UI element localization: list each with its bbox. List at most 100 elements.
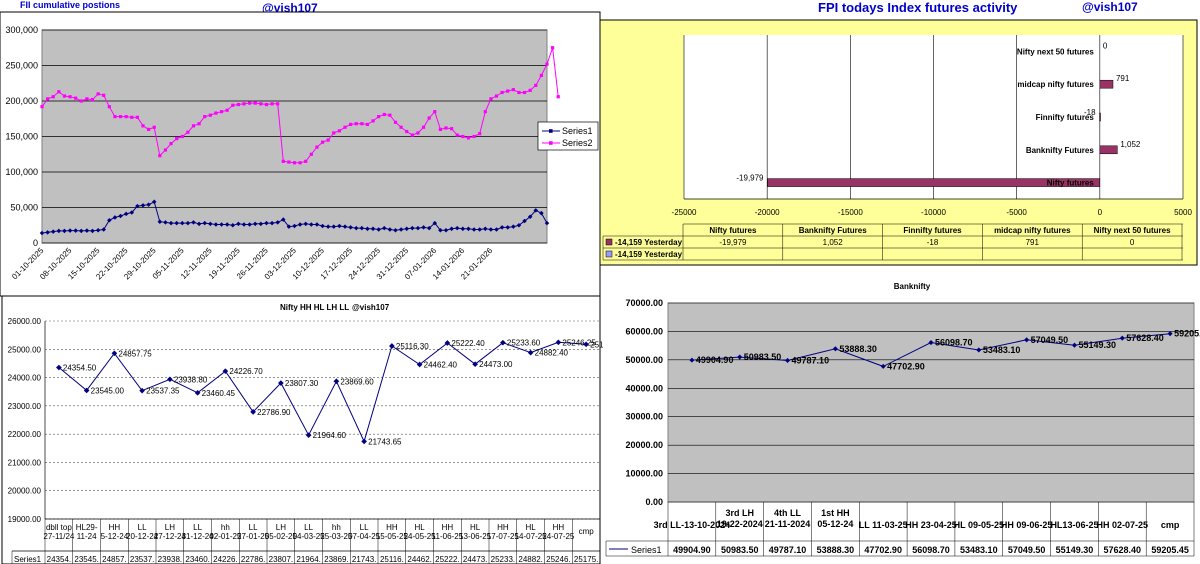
nifty-x-label-line: HL29- xyxy=(76,523,98,532)
fii-point xyxy=(545,62,549,66)
fii-point xyxy=(123,211,129,217)
nifty-x-label-line: 5-12-24 xyxy=(101,532,129,541)
bank-point-label: 49904.90 xyxy=(696,355,734,365)
fii-point xyxy=(231,103,235,107)
bank-x-label: 1st HH 05-12-24 xyxy=(817,508,853,529)
nifty-point-label: 24226.70 xyxy=(229,367,263,376)
nifty-point-label: 25233.60 xyxy=(507,339,541,348)
fii-point xyxy=(489,97,493,101)
nifty-x-label-line: 31-12-24 xyxy=(182,532,215,541)
bank-table-cell: 53888.30 xyxy=(817,545,855,555)
fii-point xyxy=(421,125,426,129)
fii-point xyxy=(320,140,325,144)
fii-point xyxy=(450,127,454,131)
fii-y-tick: 200,000 xyxy=(5,96,38,106)
fpi-table-cell: 791 xyxy=(1026,238,1040,247)
bank-table-cell: 56098.70 xyxy=(912,545,950,555)
bank-x-label-line: LL 11-03-25 xyxy=(859,520,908,530)
nifty-x-label: HH 11-06-25 xyxy=(432,523,464,541)
fii-point xyxy=(376,227,381,232)
fii-y-tick: 50,000 xyxy=(10,203,38,213)
fii-point xyxy=(135,115,139,119)
fpi-category-label: midcap nifty futures xyxy=(1017,80,1094,89)
fii-point xyxy=(320,223,325,229)
fpi-category-label: Nifty futures xyxy=(1047,179,1095,188)
fpi-table-cell: -19,979 xyxy=(719,238,747,247)
fii-point xyxy=(84,228,90,233)
fii-point xyxy=(461,134,465,139)
fii-point xyxy=(298,161,302,165)
fii-point xyxy=(325,224,331,229)
bank-x-label-line: HH 23-04-25 xyxy=(905,520,957,530)
fii-point xyxy=(276,102,280,106)
nifty-y-tick: 25000.00 xyxy=(8,345,42,354)
bank-y-tick: 0.00 xyxy=(645,497,663,507)
nifty-x-label-line: hh xyxy=(332,523,341,532)
nifty-table-cell: 25233. xyxy=(491,555,515,564)
nifty-point-label: 23537.35 xyxy=(146,387,180,396)
nifty-x-label-line: 15-05-25 xyxy=(376,532,409,541)
fii-point xyxy=(342,224,348,229)
fii-point xyxy=(309,152,313,156)
fpi-x-tick: -10000 xyxy=(921,208,946,217)
fpi-bar xyxy=(1099,79,1114,89)
fii-point xyxy=(101,227,106,232)
fpi-table-legend-key xyxy=(605,250,613,258)
fii-point xyxy=(517,90,521,95)
fii-point xyxy=(90,228,95,234)
nifty-point-label: 25116.30 xyxy=(396,342,429,351)
nifty-x-label-line: 07-04-25 xyxy=(348,532,381,541)
bank-y-tick: 30000.00 xyxy=(625,412,663,422)
fii-point xyxy=(118,115,123,119)
fii-point xyxy=(118,213,123,219)
bank-table-cell: 50983.50 xyxy=(721,545,759,555)
bank-x-label: HL13-06-25 xyxy=(1050,520,1098,530)
fii-point xyxy=(248,101,252,105)
nifty-x-label-line: hh xyxy=(221,523,230,532)
nifty-x-label-line: HH xyxy=(386,523,398,532)
fpi-table-cell: 1,052 xyxy=(823,238,844,247)
nifty-point-label: 24462.40 xyxy=(424,360,458,369)
fii-point xyxy=(73,228,78,233)
bank-table-cell: 49787.10 xyxy=(769,545,807,555)
fpi-bar xyxy=(1099,145,1118,155)
nifty-y-tick: 24000.00 xyxy=(8,374,42,383)
nifty-x-label: HH 24-07-25 xyxy=(542,523,575,541)
nifty-x-label: HL29-11-24 xyxy=(76,523,98,541)
nifty-point xyxy=(333,378,340,385)
bank-x-label: HH 02-07-25 xyxy=(1097,520,1149,530)
fpi-table-header: Banknifty Futures xyxy=(799,226,868,235)
fii-point xyxy=(113,115,117,119)
fii-point xyxy=(208,113,212,117)
nifty-point xyxy=(527,349,534,356)
fii-point xyxy=(297,222,303,227)
fii-point xyxy=(259,102,263,106)
bank-table-cell: 55149.30 xyxy=(1056,545,1094,555)
fpi-table-cell: 0 xyxy=(1130,238,1135,247)
fii-point xyxy=(551,46,555,50)
fii-point xyxy=(454,225,460,231)
nifty-title: Nifty HH HL LH LL xyxy=(280,303,349,312)
fii-point xyxy=(359,225,365,231)
fpi-x-tick: 5000 xyxy=(1174,208,1192,217)
nifty-table-cell: 25175. xyxy=(574,555,598,564)
fii-point xyxy=(472,134,476,139)
fii-legend-label: Series2 xyxy=(562,138,593,148)
nifty-x-label-line: HH xyxy=(553,523,565,532)
fii-point xyxy=(219,110,224,114)
bank-x-label-line: HL13-06-25 xyxy=(1050,520,1098,530)
bank-title: Banknifty xyxy=(894,282,931,291)
nifty-x-label-line: LL xyxy=(304,523,313,532)
nifty-x-label: HL 13-06-25 xyxy=(459,523,492,541)
bank-table-series-label: Series1 xyxy=(631,545,662,555)
bank-x-label: 3rd LL-13-10-2024 xyxy=(654,520,731,530)
nifty-y-tick: 23000.00 xyxy=(8,402,42,411)
nifty-x-label-line: 20-12-24 xyxy=(126,532,159,541)
bank-y-tick: 60000.00 xyxy=(625,326,663,336)
fpi-data-label: -18 xyxy=(1084,108,1096,117)
nifty-table-cell: 24462. xyxy=(407,555,431,564)
fii-point xyxy=(365,122,370,127)
handle-right: @vish107 xyxy=(1082,0,1138,14)
bank-point xyxy=(928,339,934,346)
